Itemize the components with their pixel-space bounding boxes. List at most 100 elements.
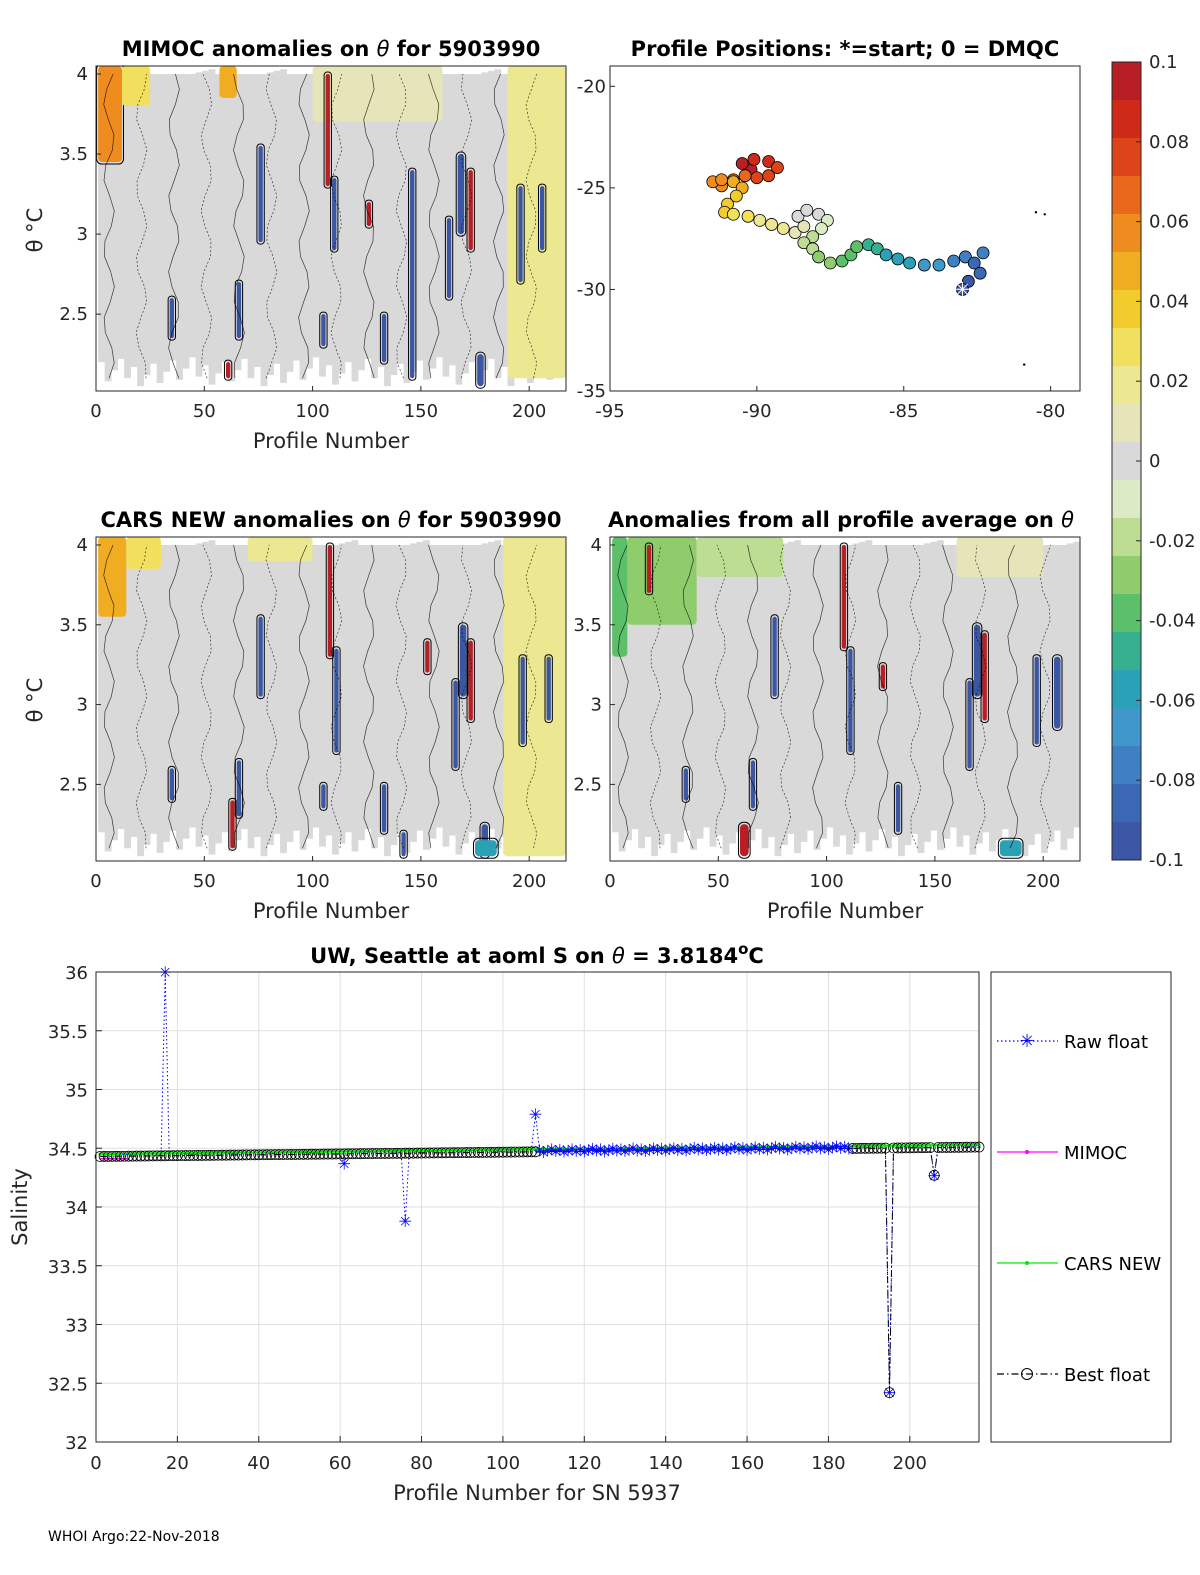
mimoc-axes-box [95, 65, 567, 392]
allavg-title: Anomalies from all profile average on θ [608, 508, 1074, 532]
cars-point [928, 1143, 932, 1147]
cars-xtick-label: 150 [404, 871, 438, 892]
best-float-point [505, 1146, 517, 1158]
cars-column [156, 552, 164, 854]
best-float-point [473, 1147, 484, 1158]
mimoc-ticks: 0 50 100 150 200 2.5 3 3.5 4 [59, 64, 546, 422]
allavg-column [924, 543, 931, 842]
colorbar-level [1112, 138, 1141, 177]
best-float-point [851, 1142, 863, 1154]
legend-mimoc-marker [1025, 1150, 1029, 1154]
raw-float-point: ✳ [651, 1141, 664, 1160]
cars-column [267, 543, 274, 846]
allavg-contour-line [844, 544, 857, 849]
cars-point [843, 1144, 847, 1148]
best-float-point [322, 1148, 334, 1160]
cars-patch-contour [466, 638, 475, 724]
legend-entry-best: Best float [997, 1365, 1150, 1386]
best-float-point [123, 1150, 134, 1162]
best-float-point [363, 1148, 375, 1160]
colorbar-level [1112, 784, 1141, 823]
colorbar-level [1112, 480, 1141, 519]
allavg-contour-line [714, 544, 726, 849]
allavg-column [976, 548, 983, 844]
mimoc-column [306, 80, 313, 369]
allavg-column [820, 551, 827, 839]
best-float-point [395, 1147, 407, 1159]
best-float-point [477, 1146, 488, 1158]
allavg-patch-contour [980, 630, 989, 724]
allavg-column [677, 551, 684, 842]
allavg-patch-contour [644, 542, 654, 596]
allavg-contour-line [877, 544, 889, 849]
cars-anomaly-patch [381, 784, 387, 833]
mimoc-column [293, 83, 300, 361]
cars-point [643, 1146, 647, 1150]
allavg-patch-contour [1032, 654, 1041, 747]
raw-float-point: ✳ [736, 1139, 749, 1158]
allavg-cells [612, 537, 1080, 859]
best-float-point [936, 1142, 948, 1153]
raw-float-point: ✳ [842, 1140, 855, 1159]
salinity-ticks: 0 20 40 60 80 100 120 140 160 180 200 32 32.5 33 33.5 3… [48, 963, 927, 1474]
mimoc-column [130, 70, 138, 367]
cars-column [442, 552, 450, 847]
cars-point [700, 1146, 704, 1150]
cars-point [757, 1145, 761, 1149]
cars-patch-contour [423, 638, 432, 676]
cars-point [680, 1146, 684, 1150]
mimoc-column [202, 70, 209, 366]
raw-float-point: ✳ [533, 1141, 546, 1160]
cars-point [733, 1145, 737, 1149]
mimoc-column [429, 85, 437, 369]
profile-position-point [956, 283, 969, 296]
footer-credit: WHOI Argo:22-Nov-2018 [48, 1529, 220, 1545]
raw-float-point: ✳ [789, 1137, 802, 1156]
cars-point [554, 1147, 558, 1151]
cars-column [254, 546, 261, 838]
best-float-point [391, 1147, 403, 1159]
raw-float-point: ✳ [744, 1139, 757, 1158]
cars-point [814, 1144, 818, 1149]
profile-position-point [870, 242, 884, 256]
mimoc-column [182, 75, 190, 369]
best-float-point [493, 1146, 505, 1158]
raw-float-point: ✳ [630, 1141, 643, 1160]
salinity-xtick-label: 120 [567, 1453, 601, 1474]
cars-anomaly-patch [236, 760, 242, 817]
cars-contour-line [363, 544, 375, 849]
best-float-point [412, 1147, 423, 1159]
mimoc-anomaly-patch [225, 362, 231, 379]
best-float-point [163, 1150, 175, 1162]
allavg-contour-line [649, 544, 662, 849]
cars-anomaly-patch [520, 656, 525, 745]
cars-column [182, 546, 190, 839]
allavg-xtick-label: 50 [707, 871, 730, 892]
colorbar-level [1112, 290, 1141, 329]
mimoc-contour-line [493, 73, 505, 379]
profile-position-point [976, 246, 990, 260]
cars-point [769, 1145, 774, 1149]
raw-float-point: ✳ [659, 1142, 672, 1161]
mimoc-column [338, 72, 346, 374]
colorbar-tick-label: -0.02 [1149, 531, 1196, 552]
best-float-point [420, 1147, 431, 1159]
cars-point [773, 1145, 778, 1149]
best-float-point [139, 1150, 151, 1162]
raw-float-point: ✳ [830, 1137, 843, 1156]
cars-column [189, 544, 196, 828]
cars-column [150, 554, 157, 834]
colorbar-tick-label: -0.08 [1149, 770, 1196, 791]
best-float-point [326, 1148, 338, 1160]
mimoc-column [325, 75, 333, 366]
raw-float-point: ✳ [716, 1139, 729, 1158]
cars-column [241, 549, 248, 830]
cars-xtick-label: 50 [193, 871, 216, 892]
cars-point [578, 1147, 582, 1151]
best-float-point [387, 1147, 399, 1159]
positions-xtick-label: -90 [742, 401, 771, 422]
cars-column [228, 552, 235, 852]
cars-point [594, 1147, 599, 1151]
allavg-anomaly-patch [895, 784, 901, 833]
cars-anomaly-patch [459, 624, 467, 697]
